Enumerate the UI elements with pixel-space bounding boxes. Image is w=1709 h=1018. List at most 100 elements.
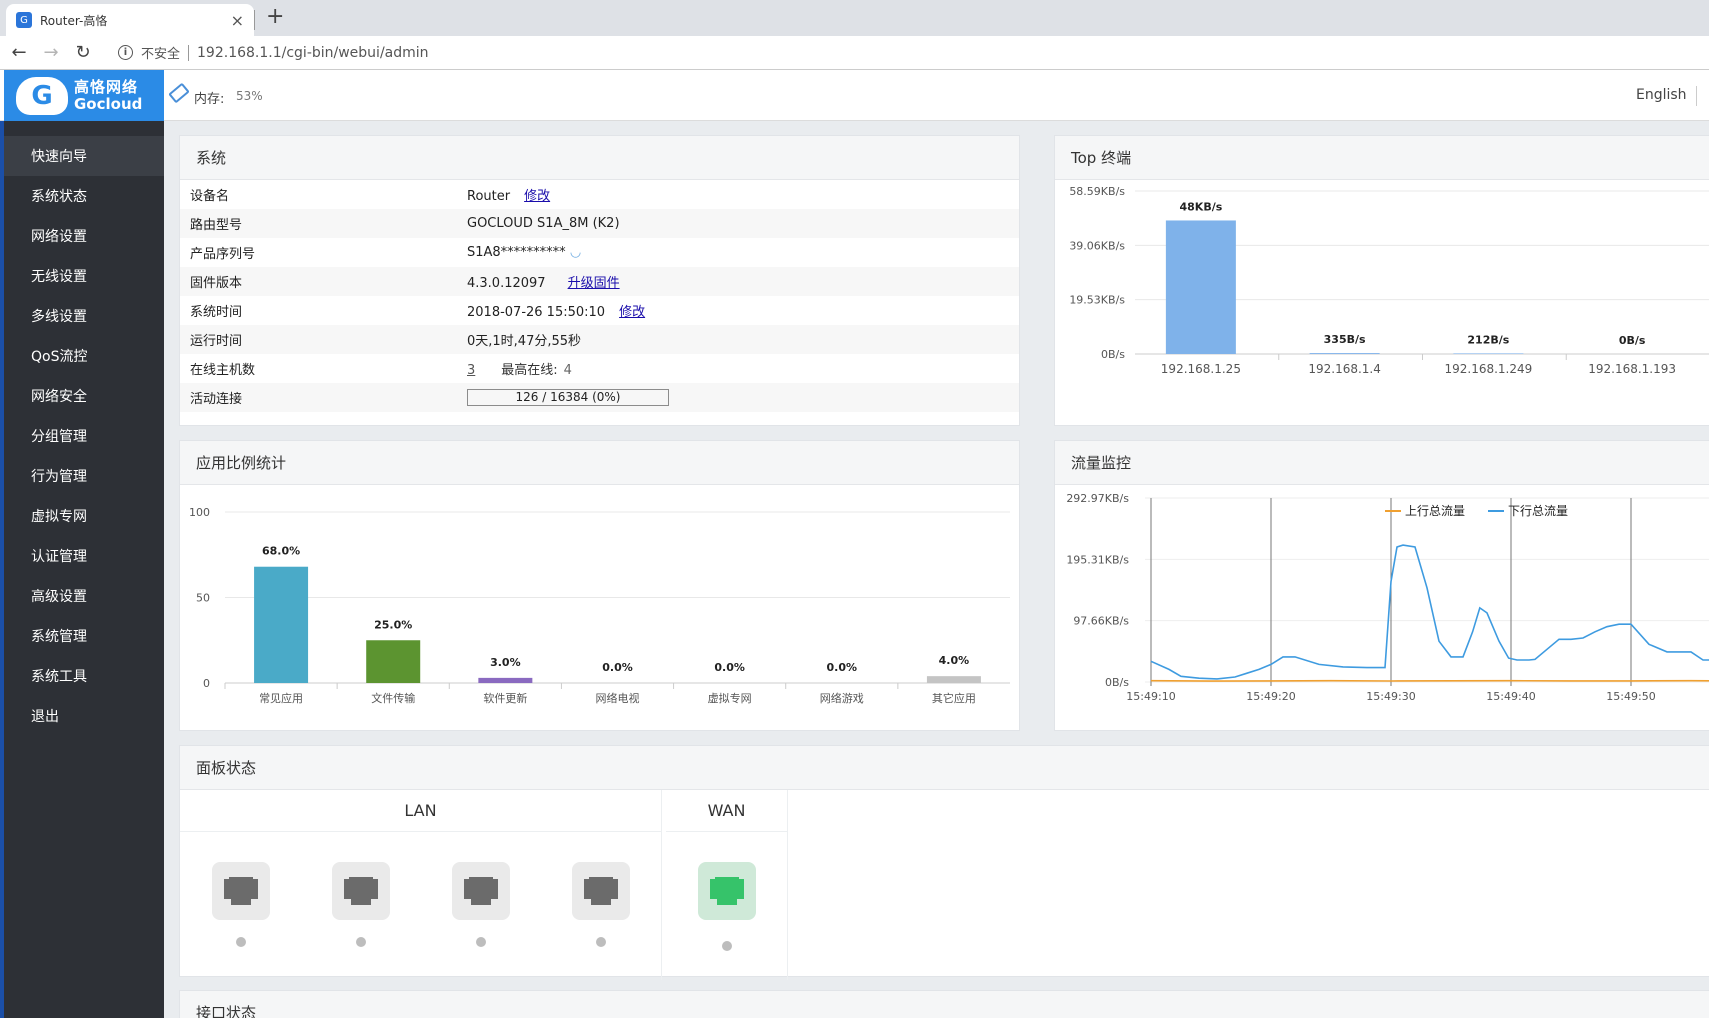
x-tick-label: 软件更新 [483, 691, 527, 705]
x-tick-label: 文件传输 [371, 691, 415, 705]
x-tick-label: 192.168.1.193 [1588, 362, 1676, 376]
url-input[interactable]: 192.168.1.1/cgi-bin/webui/admin [197, 44, 429, 61]
app-stats-chart: 0 50 100 68.0% 常见应用 25.0% 文件传输 3.0% 软件更新 0.0% 网络电视… [189, 506, 1010, 705]
connections-label: 活动连接 [190, 392, 243, 407]
data-label: 4.0% [939, 654, 970, 667]
insecure-label[interactable]: 不安全 [141, 47, 181, 62]
lan-port-4[interactable] [572, 862, 630, 920]
model-label: 路由型号 [190, 218, 243, 233]
firmware-label: 固件版本 [190, 276, 243, 291]
system-time-value: 2018-07-26 15:50:10 [467, 305, 606, 320]
sidebar-item-wireless-settings[interactable]: 无线设置 [31, 269, 87, 285]
edit-device-name-link[interactable]: 修改 [524, 189, 551, 204]
sidebar-item-auth[interactable]: 认证管理 [31, 549, 87, 565]
sidebar-item-system-status[interactable]: 系统状态 [31, 189, 87, 205]
bar [1309, 353, 1380, 354]
online-hosts-link[interactable]: 3 [467, 363, 476, 378]
x-tick-label: 15:49:30 [1366, 690, 1415, 703]
sidebar-item-advanced[interactable]: 高级设置 [31, 589, 87, 605]
serial-value: S1A8********** [467, 245, 566, 260]
forward-arrow-icon[interactable]: → [43, 42, 59, 63]
sidebar-item-groups[interactable]: 分组管理 [31, 429, 87, 445]
wan-port-1[interactable] [698, 862, 756, 920]
uptime-label: 运行时间 [190, 334, 243, 349]
lan-port-3-led [476, 937, 486, 947]
data-label: 212B/s [1467, 333, 1509, 346]
table-row: 在线主机数 3 最高在线: 4 [180, 354, 1019, 383]
data-label: 3.0% [490, 656, 521, 669]
interface-status-title: 接口状态 [180, 991, 1709, 1018]
table-row: 活动连接 126 / 16384 (0%) [180, 383, 1019, 412]
traffic-panel: 流量监控 0B/s 97.66KB/s 195.31KB/s 292.97KB/s 15… [1054, 440, 1709, 731]
router-favicon-icon: G [16, 12, 32, 28]
x-tick-label: 15:49:40 [1486, 690, 1535, 703]
sidebar-item-system-tools[interactable]: 系统工具 [31, 669, 87, 685]
bar [254, 566, 309, 683]
data-label: 25.0% [374, 618, 412, 631]
sidebar: 快速向导 系统状态 网络设置 无线设置 多线设置 QoS流控 网络安全 分组管理… [0, 121, 164, 1018]
y-tick-label: 0B/s [1101, 348, 1125, 361]
sidebar-item-vpn[interactable]: 虚拟专网 [31, 509, 87, 525]
table-row: 路由型号 GOCLOUD S1A_8M (K2) [180, 209, 1019, 238]
ethernet-port-icon [710, 877, 744, 905]
tab-close-icon[interactable]: × [230, 10, 244, 30]
gocloud-logo[interactable]: G 高恪网络 Gocloud [4, 70, 164, 121]
y-tick-label: 97.66KB/s [1073, 615, 1129, 628]
bar [366, 640, 421, 683]
info-icon[interactable]: i [118, 45, 133, 60]
memory-value: 53% [236, 89, 263, 103]
bar [926, 676, 981, 683]
lan-port-1-led [236, 937, 246, 947]
y-tick-label: 39.06KB/s [1069, 239, 1125, 252]
y-tick-label: 19.53KB/s [1069, 294, 1125, 307]
new-tab-button[interactable]: + [266, 4, 285, 29]
lan-title: LAN [180, 790, 661, 832]
sidebar-item-logout[interactable]: 退出 [31, 709, 59, 725]
language-switch[interactable]: English [1636, 87, 1687, 103]
sidebar-item-quick-wizard[interactable]: 快速向导 [4, 136, 164, 176]
top-terminals-title: Top 终端 [1055, 136, 1709, 180]
sidebar-item-multi-wan[interactable]: 多线设置 [31, 309, 87, 325]
data-label: 335B/s [1324, 333, 1366, 346]
data-label: 0.0% [827, 661, 858, 674]
ethernet-port-icon [584, 877, 618, 905]
bar [1165, 220, 1236, 354]
panel-status-panel: 面板状态 LAN WAN [179, 745, 1709, 980]
x-tick-label: 15:49:20 [1246, 690, 1295, 703]
ethernet-port-icon [224, 877, 258, 905]
sidebar-item-network-settings[interactable]: 网络设置 [31, 229, 87, 245]
x-tick-label: 15:49:10 [1126, 690, 1175, 703]
url-divider [188, 44, 190, 61]
sidebar-item-behavior[interactable]: 行为管理 [31, 469, 87, 485]
x-tick-label: 192.168.1.25 [1161, 362, 1241, 376]
traffic-title: 流量监控 [1055, 441, 1709, 485]
x-tick-label: 常见应用 [259, 691, 303, 705]
lan-port-1[interactable] [212, 862, 270, 920]
serial-label: 产品序列号 [190, 247, 256, 262]
browser-tab-bar: G Router-高恪 × + [0, 0, 1709, 36]
sidebar-item-security[interactable]: 网络安全 [31, 389, 87, 405]
connections-bar: 126 / 16384 (0%) [467, 389, 669, 406]
edit-time-link[interactable]: 修改 [619, 305, 646, 320]
legend-label: 上行总流量 [1405, 504, 1465, 518]
reload-icon[interactable]: ↻ [75, 42, 91, 63]
sidebar-item-qos[interactable]: QoS流控 [31, 349, 88, 365]
wan-title: WAN [666, 790, 787, 832]
lan-port-3[interactable] [452, 862, 510, 920]
x-tick-label: 网络游戏 [820, 691, 864, 705]
top-terminals-panel: Top 终端 0B/s 19.53KB/s 39.06KB/s 58.59KB/s 48… [1054, 135, 1709, 426]
logo-text: 高恪网络 Gocloud [74, 78, 142, 113]
y-tick-label: 292.97KB/s [1066, 492, 1129, 505]
lan-port-2[interactable] [332, 862, 390, 920]
browser-tab[interactable]: G Router-高恪 × [6, 4, 254, 36]
back-arrow-icon[interactable]: ← [11, 42, 27, 63]
max-online-label: 最高在线: [501, 363, 558, 378]
eye-toggle-icon[interactable]: ◡ [569, 245, 582, 260]
sidebar-item-system-management[interactable]: 系统管理 [31, 629, 87, 645]
language-divider [1696, 86, 1697, 106]
firmware-value: 4.3.0.12097 [467, 276, 546, 291]
y-tick-label: 0B/s [1105, 676, 1129, 689]
upgrade-firmware-link[interactable]: 升级固件 [567, 276, 620, 291]
cloud-logo-icon: G [16, 76, 68, 115]
model-value: GOCLOUD S1A_8M (K2) [467, 216, 620, 231]
